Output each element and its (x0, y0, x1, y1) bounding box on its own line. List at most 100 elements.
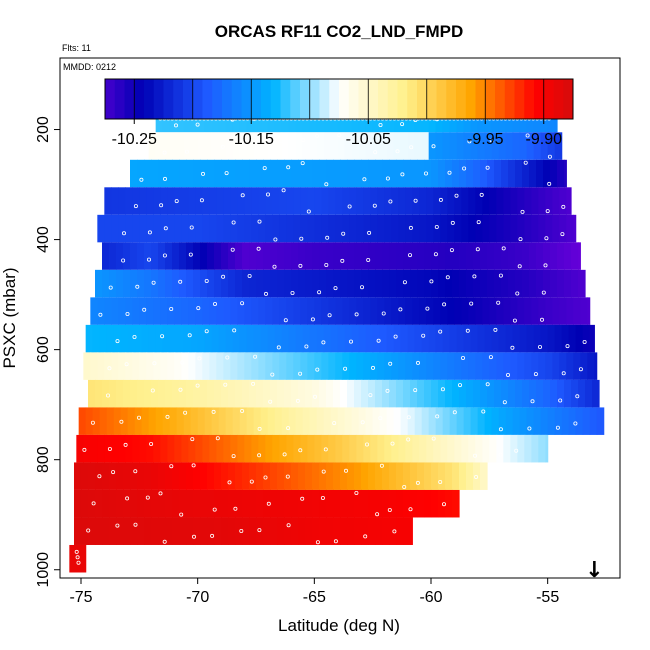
heatmap-cell (417, 379, 425, 408)
sample-point (485, 165, 490, 170)
heatmap-cell (202, 187, 210, 215)
heatmap-cell (204, 407, 213, 435)
heatmap-cell (123, 242, 131, 270)
y-tick-label: 400 (35, 226, 52, 253)
sample-point (514, 448, 519, 453)
heatmap-cell (172, 242, 180, 270)
heatmap-cell (265, 297, 273, 325)
heatmap-cell (137, 517, 145, 545)
sample-point (123, 442, 128, 447)
heatmap-cell (279, 214, 287, 243)
sample-point (240, 408, 245, 413)
heatmap-cell (531, 187, 539, 215)
heatmap-cell (195, 434, 203, 463)
sample-point (320, 495, 325, 500)
heatmap-cell (428, 132, 437, 160)
heatmap-cell (130, 269, 138, 298)
colorbar-swatch (446, 79, 457, 119)
heatmap-cell (407, 407, 416, 435)
heatmap-cell (160, 352, 168, 380)
heatmap-cell (277, 242, 285, 270)
heatmap-cell (417, 489, 425, 518)
sample-point (408, 225, 413, 230)
colorbar-swatch (543, 79, 554, 119)
heatmap-cell (277, 517, 285, 545)
heatmap-cell (447, 214, 455, 243)
heatmap-cell (515, 269, 523, 298)
heatmap-cell (291, 489, 299, 518)
heatmap-cell (510, 297, 518, 325)
heatmap-cell (421, 132, 430, 160)
heatmap-cell (368, 159, 376, 188)
heatmap-cell (491, 132, 500, 160)
heatmap-cell (155, 324, 164, 353)
heatmap-cell (316, 407, 325, 435)
heatmap-cell (435, 132, 444, 160)
sample-point (343, 366, 348, 371)
sample-point (76, 560, 81, 565)
heatmap-cell (496, 214, 504, 243)
heatmap-cell (193, 489, 201, 518)
x-tick-label: -65 (303, 589, 326, 606)
heatmap-cell (270, 517, 278, 545)
heatmap-cell (160, 434, 168, 463)
heatmap-cell (258, 187, 266, 215)
heatmap-cell (342, 352, 350, 380)
heatmap-cell (405, 187, 413, 215)
heatmap-cell (370, 352, 378, 380)
heatmap-cell (281, 407, 290, 435)
heatmap-cell (592, 379, 600, 408)
heatmap-cell (582, 407, 591, 435)
heatmap-cell (412, 214, 420, 243)
heatmap-cell (496, 352, 504, 380)
heatmap-cell (256, 379, 264, 408)
heatmap-cell (116, 242, 124, 270)
sample-point (263, 291, 268, 296)
heatmap-cell (216, 297, 224, 325)
heatmap-cell (256, 242, 264, 270)
sample-point (324, 182, 329, 187)
heatmap-cell (356, 352, 364, 380)
heatmap-cell (190, 132, 199, 160)
heatmap-cell (183, 132, 192, 160)
heatmap-cell (365, 132, 374, 160)
heatmap-cell (279, 352, 287, 380)
heatmap-cell (249, 517, 257, 545)
heatmap-cell (286, 352, 294, 380)
heatmap-cell (211, 407, 220, 435)
sample-point (527, 426, 532, 431)
heatmap-cell (88, 462, 96, 490)
heatmap-cell (99, 407, 108, 435)
sample-point (163, 226, 168, 231)
heatmap-cell (468, 297, 476, 325)
heatmap-cell (111, 434, 119, 463)
heatmap-cell (347, 462, 355, 490)
heatmap-cell (494, 379, 502, 408)
heatmap-cell (176, 324, 185, 353)
heatmap-cell (321, 352, 329, 380)
heatmap-cell (391, 434, 399, 463)
heatmap-cell (279, 297, 287, 325)
heatmap-cell (524, 187, 532, 215)
heatmap-cell (81, 517, 89, 545)
heatmap-cell (503, 434, 511, 463)
sample-point (315, 367, 320, 372)
heatmap-cell (566, 297, 574, 325)
sample-point (341, 231, 346, 236)
heatmap-cell (144, 462, 152, 490)
colorbar-swatch (319, 79, 330, 119)
heatmap-cell (104, 187, 112, 215)
heatmap-cell (433, 187, 441, 215)
heatmap-cell (498, 324, 507, 353)
heatmap-cell (536, 242, 544, 270)
heatmap-cell (172, 269, 180, 298)
heatmap-cell (333, 242, 341, 270)
heatmap-cell (361, 159, 369, 188)
heatmap-cell (356, 214, 364, 243)
sample-point (413, 388, 418, 393)
heatmap-cell (375, 489, 383, 518)
heatmap-cell (137, 489, 145, 518)
colorbar-swatch (114, 79, 125, 119)
sample-point (115, 523, 120, 528)
heatmap-cell (519, 132, 528, 160)
